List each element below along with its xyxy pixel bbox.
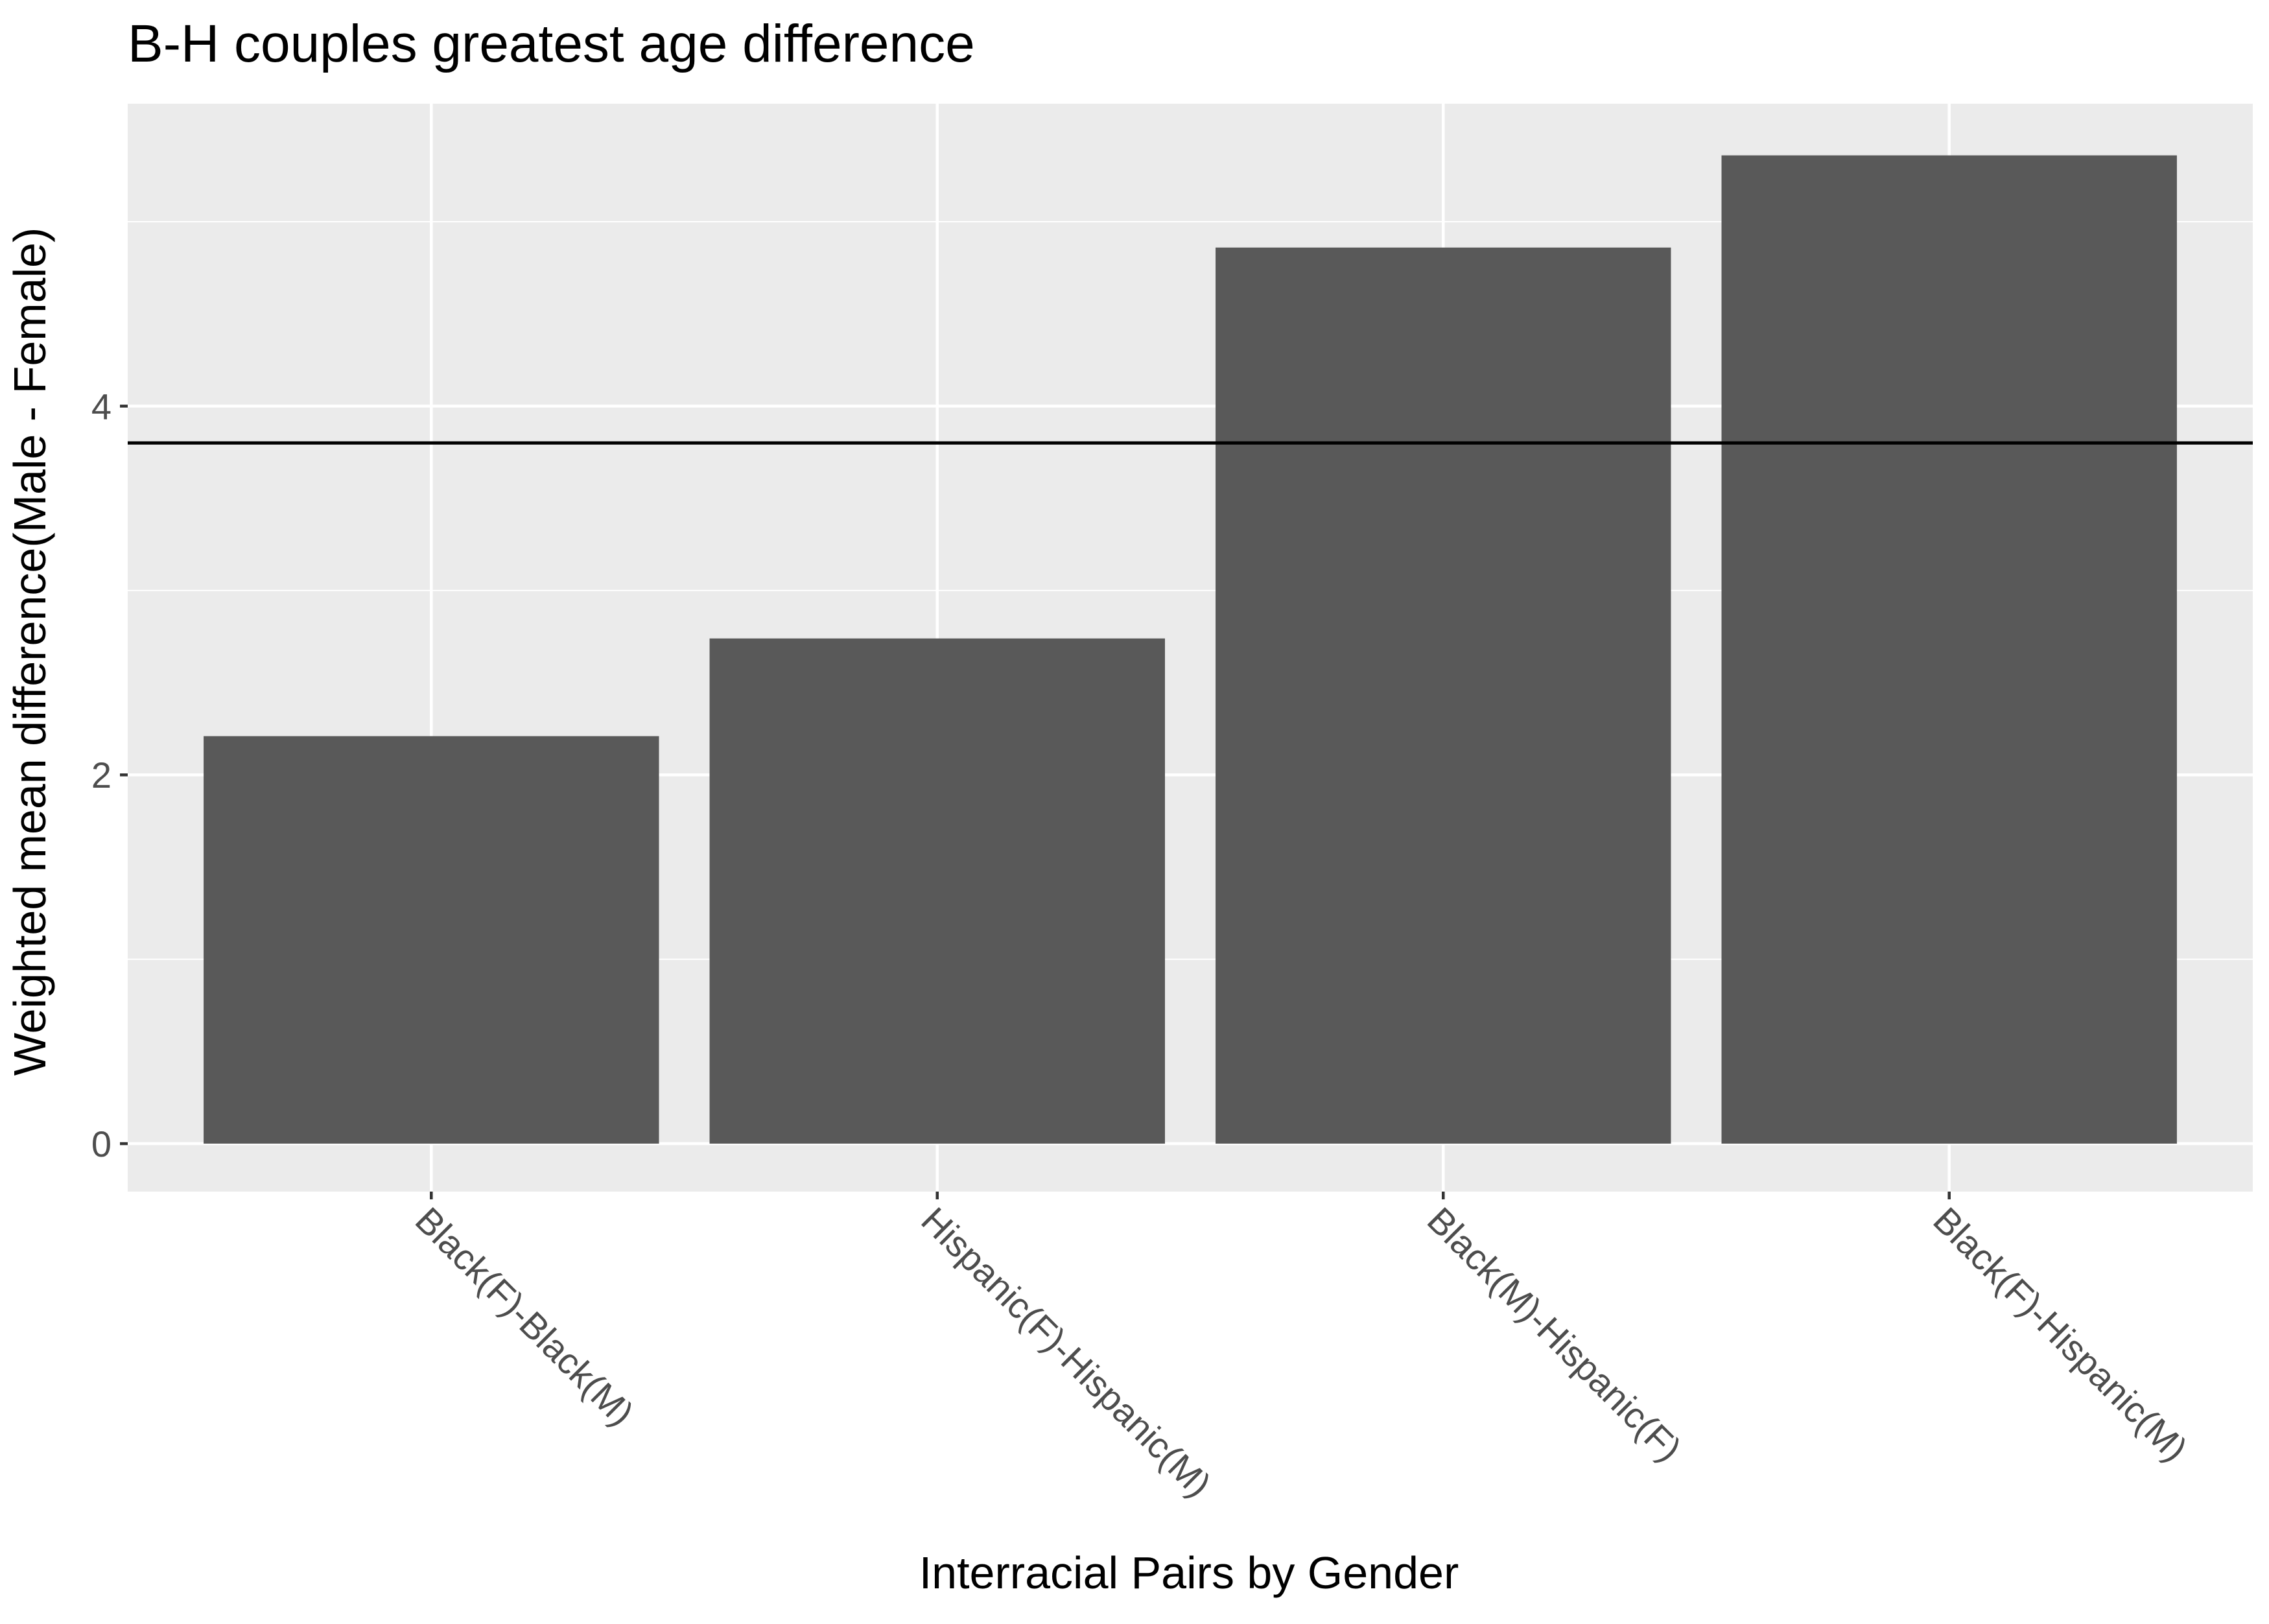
bar — [1721, 155, 2177, 1144]
y-tick-label: 4 — [91, 386, 112, 427]
y-axis-label: Weighted mean difference(Male - Female) — [5, 228, 55, 1076]
y-tick-label: 0 — [91, 1124, 112, 1164]
bar — [204, 736, 659, 1144]
bars — [204, 155, 2177, 1144]
bar — [709, 638, 1165, 1144]
y-axis: 0 2 4 — [91, 386, 128, 1164]
x-axis-label: Interracial Pairs by Gender — [919, 1548, 1459, 1598]
chart-title: B-H couples greatest age difference — [128, 14, 975, 73]
y-tick-label: 2 — [91, 755, 112, 795]
bar — [1216, 247, 1671, 1144]
